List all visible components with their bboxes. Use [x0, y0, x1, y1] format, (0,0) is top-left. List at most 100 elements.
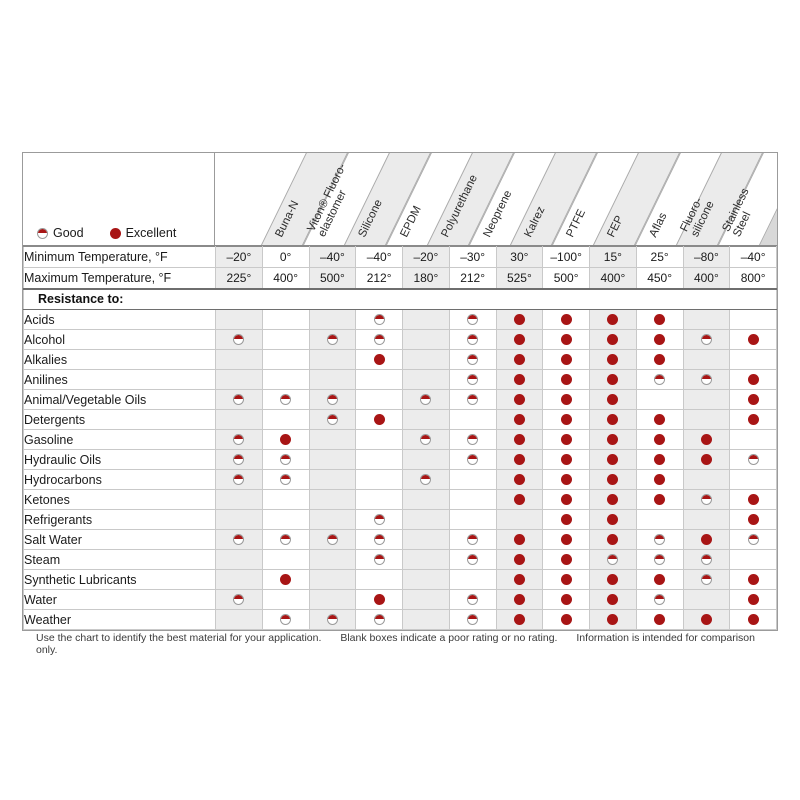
rating-cell [589, 469, 637, 490]
resistance-row-label: Alcohol [23, 329, 216, 350]
rating-cell [542, 549, 590, 570]
rating-cell [448, 569, 497, 590]
rating-cell [542, 309, 590, 330]
good-rating-icon [326, 533, 338, 545]
excellent-rating-icon [747, 493, 759, 505]
excellent-rating-icon [654, 353, 666, 365]
table-row: Anilines [23, 369, 777, 390]
rating-cell [542, 589, 590, 610]
good-rating-icon [654, 533, 666, 545]
rating-cell [729, 329, 777, 350]
rating-cell [589, 409, 637, 430]
rating-cell [635, 389, 684, 410]
column-header-label: EPDM [397, 203, 424, 239]
rating-cell [495, 509, 544, 530]
excellent-rating-icon [513, 353, 525, 365]
rating-cell [542, 409, 590, 430]
rating-cell [682, 569, 731, 590]
rating-cell [635, 329, 684, 350]
rating-cell [261, 309, 310, 330]
resistance-row-label: Synthetic Lubricants [23, 569, 216, 590]
good-rating-icon [700, 573, 712, 585]
rating-cell [215, 329, 263, 350]
rating-cell [682, 369, 731, 390]
legend-excellent-label: Excellent [125, 226, 177, 240]
rating-cell [635, 429, 684, 450]
good-rating-icon [233, 453, 245, 465]
excellent-rating-icon [607, 493, 619, 505]
table-row: Hydraulic Oils [23, 449, 777, 470]
rating-cell [215, 609, 263, 630]
excellent-rating-icon [700, 613, 712, 625]
resistance-row-label: Refrigerants [23, 509, 216, 530]
excellent-rating-icon [654, 613, 666, 625]
excellent-rating-icon [513, 493, 525, 505]
excellent-rating-icon [747, 333, 759, 345]
temperature-row: Maximum Temperature, °F 225° 400° 500° 212° 1… [23, 267, 777, 289]
rating-cell [682, 589, 731, 610]
rating-cell [448, 509, 497, 530]
excellent-rating-icon [607, 413, 619, 425]
rating-cell [448, 469, 497, 490]
excellent-rating-icon [747, 513, 759, 525]
good-rating-icon [233, 433, 245, 445]
rating-cell [635, 509, 684, 530]
rating-cell [448, 329, 497, 350]
good-rating-icon [747, 453, 759, 465]
rating-cell [682, 429, 731, 450]
good-rating-icon [467, 353, 479, 365]
rating-cell [215, 309, 263, 330]
temperature-value: 0° [261, 246, 310, 268]
rating-cell [495, 429, 544, 450]
resistance-row-label: Gasoline [23, 429, 216, 450]
rating-cell [355, 489, 403, 510]
excellent-rating-icon [607, 433, 619, 445]
rating-cell [308, 589, 357, 610]
rating-cell [542, 509, 590, 530]
rating-cell [635, 489, 684, 510]
rating-cell [589, 349, 637, 370]
legend-item-excellent: Excellent [109, 226, 177, 240]
chemical-resistance-chart: Good Excellent Buna-N Viton® Fluoro-elast… [22, 152, 778, 631]
rating-cell [682, 409, 731, 430]
good-rating-icon [700, 553, 712, 565]
good-rating-icon [467, 453, 479, 465]
good-rating-icon [373, 333, 385, 345]
table-row: Synthetic Lubricants [23, 569, 777, 590]
rating-cell [355, 449, 403, 470]
rating-cell [355, 509, 403, 530]
rating-cell [261, 569, 310, 590]
resistance-row-label: Alkalies [23, 349, 216, 370]
good-rating-icon [654, 553, 666, 565]
excellent-rating-icon [607, 533, 619, 545]
rating-cell [635, 349, 684, 370]
excellent-rating-icon [700, 533, 712, 545]
rating-cell [402, 349, 450, 370]
table-row: Ketones [23, 489, 777, 510]
table-row: Steam [23, 549, 777, 570]
rating-cell [448, 369, 497, 390]
column-header-label: FEP [605, 213, 627, 239]
resistance-row-label: Hydraulic Oils [23, 449, 216, 470]
excellent-rating-icon [560, 373, 572, 385]
legend-good-label: Good [53, 226, 84, 240]
rating-cell [355, 529, 403, 550]
rating-cell [589, 569, 637, 590]
rating-cell [635, 309, 684, 330]
rating-cell [215, 429, 263, 450]
table-row: Animal/Vegetable Oils [23, 389, 777, 410]
good-rating-icon [280, 453, 292, 465]
temperature-value: 30° [495, 246, 544, 268]
excellent-rating-icon [560, 433, 572, 445]
table-row: Alcohol [23, 329, 777, 350]
footnote-part-3: Information is intended for comparison o… [36, 632, 755, 656]
excellent-rating-icon [607, 573, 619, 585]
rating-cell [215, 569, 263, 590]
rating-cell [729, 529, 777, 550]
excellent-rating-icon [747, 573, 759, 585]
rating-cell [589, 529, 637, 550]
rating-cell [589, 389, 637, 410]
resistance-row-label: Animal/Vegetable Oils [23, 389, 216, 410]
rating-cell [729, 609, 777, 630]
